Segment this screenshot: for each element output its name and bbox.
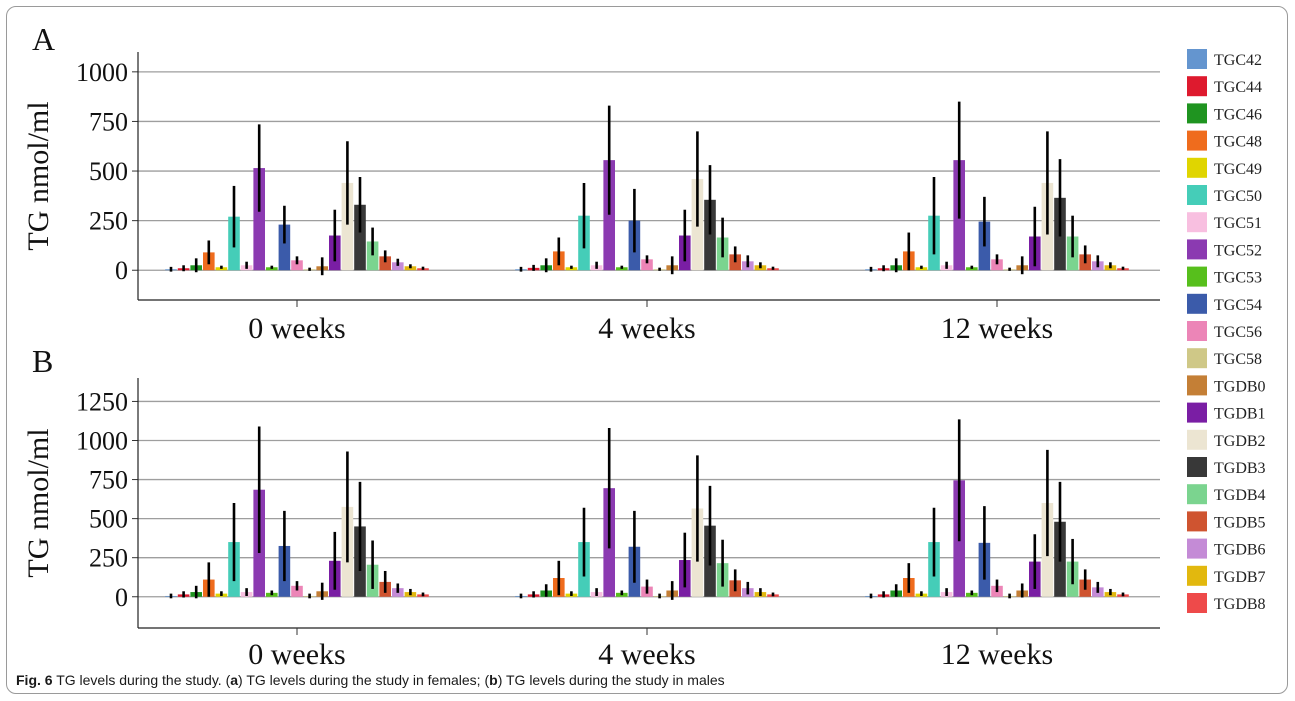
legend-swatch bbox=[1187, 457, 1207, 477]
legend-label: TGDB5 bbox=[1214, 514, 1266, 531]
x-tick-label: 0 weeks bbox=[248, 638, 345, 671]
legend-label: TGC49 bbox=[1214, 161, 1262, 178]
legend-label: TGC51 bbox=[1214, 215, 1262, 232]
legend-swatch bbox=[1187, 293, 1207, 314]
y-tick-label: 1000 bbox=[76, 427, 128, 456]
legend-label: TGC56 bbox=[1214, 324, 1262, 341]
y-tick-label: 1250 bbox=[76, 387, 128, 416]
y-tick-label: 250 bbox=[89, 207, 128, 236]
panel-b: 0 250 500 750 1000 1250 TG nmol/ml B 0 weeks 4 we… bbox=[22, 343, 1160, 671]
legend-label: TGC54 bbox=[1214, 297, 1262, 314]
legend-swatch bbox=[1187, 76, 1207, 97]
legend-label: TGDB2 bbox=[1214, 433, 1266, 450]
legend: TGC42 TGC44 TGC46 TGC48 TGC49 TGC50 TGC51 TGC52… bbox=[1187, 49, 1266, 613]
bar bbox=[253, 168, 265, 271]
x-tick-label: 12 weeks bbox=[941, 638, 1053, 671]
legend-swatch bbox=[1187, 49, 1207, 69]
legend-swatch bbox=[1187, 538, 1207, 559]
bar bbox=[641, 259, 653, 271]
legend-swatch bbox=[1187, 565, 1207, 586]
legend-label: TGDB4 bbox=[1214, 487, 1266, 504]
legend-swatch bbox=[1187, 103, 1207, 124]
legend-label: TGC58 bbox=[1214, 351, 1262, 368]
legend-swatch bbox=[1187, 511, 1207, 532]
legend-label: TGDB1 bbox=[1214, 406, 1266, 423]
bar bbox=[379, 256, 391, 271]
x-tick-label: 0 weeks bbox=[248, 312, 345, 345]
caption-text-3: ) TG levels during the study in males bbox=[497, 672, 725, 688]
bar bbox=[354, 204, 366, 271]
legend-label: TGC48 bbox=[1214, 134, 1262, 151]
figure-frame bbox=[6, 6, 1288, 694]
legend-swatch bbox=[1187, 266, 1207, 287]
legend-swatch bbox=[1187, 348, 1207, 369]
bar bbox=[278, 224, 291, 271]
y-axis-title: TG nmol/ml bbox=[22, 101, 55, 250]
panel-label: B bbox=[32, 343, 53, 379]
bar bbox=[392, 262, 404, 271]
legend-swatch bbox=[1187, 321, 1207, 341]
bar bbox=[366, 241, 379, 271]
bar bbox=[704, 199, 716, 271]
legend-swatch bbox=[1187, 157, 1207, 178]
y-tick-label: 750 bbox=[89, 466, 128, 495]
caption-text-1: TG levels during the study. ( bbox=[52, 672, 231, 688]
legend-swatch bbox=[1187, 212, 1207, 233]
legend-swatch bbox=[1187, 429, 1207, 450]
caption-panel-b: b bbox=[489, 672, 498, 688]
legend-label: TGC53 bbox=[1214, 270, 1262, 287]
panel-label: A bbox=[32, 21, 55, 57]
caption-panel-a: a bbox=[230, 672, 239, 688]
figure-caption: Fig. 6 TG levels during the study. (a) T… bbox=[16, 672, 725, 688]
legend-label: TGDB0 bbox=[1214, 378, 1266, 395]
legend-label: TGC46 bbox=[1214, 106, 1262, 123]
bar bbox=[291, 260, 303, 271]
y-tick-label: 250 bbox=[89, 544, 128, 573]
y-tick-label: 1000 bbox=[76, 58, 128, 87]
legend-label: TGC42 bbox=[1214, 52, 1262, 69]
legend-label: TGDB8 bbox=[1214, 596, 1266, 613]
legend-label: TGC52 bbox=[1214, 242, 1262, 259]
legend-swatch bbox=[1187, 402, 1207, 423]
y-tick-label: 0 bbox=[115, 256, 128, 285]
y-tick-label: 500 bbox=[89, 157, 128, 186]
legend-label: TGDB3 bbox=[1214, 460, 1266, 477]
y-axis-title: TG nmol/ml bbox=[22, 428, 55, 577]
bar bbox=[603, 160, 615, 271]
panel-a: 0 250 500 750 1000 TG nmol/ml A 0 weeks 4 weeks 1… bbox=[22, 21, 1160, 345]
legend-label: TGC44 bbox=[1214, 79, 1262, 96]
legend-swatch bbox=[1187, 239, 1207, 260]
caption-label: Fig. 6 bbox=[16, 672, 53, 688]
legend-swatch bbox=[1187, 484, 1207, 505]
legend-swatch bbox=[1187, 130, 1207, 151]
bar bbox=[991, 259, 1003, 271]
legend-swatch bbox=[1187, 185, 1207, 205]
legend-label: TGDB7 bbox=[1214, 569, 1266, 586]
legend-swatch bbox=[1187, 375, 1207, 396]
legend-label: TGC50 bbox=[1214, 188, 1262, 205]
x-tick-label: 4 weeks bbox=[598, 312, 695, 345]
bar bbox=[341, 182, 354, 271]
legend-label: TGDB6 bbox=[1214, 542, 1266, 559]
bar bbox=[291, 585, 303, 597]
caption-text-2: ) TG levels during the study in females;… bbox=[238, 672, 490, 688]
x-tick-label: 4 weeks bbox=[598, 638, 695, 671]
x-tick-label: 12 weeks bbox=[941, 312, 1053, 345]
y-tick-label: 500 bbox=[89, 505, 128, 534]
legend-swatch bbox=[1187, 593, 1207, 613]
y-tick-label: 0 bbox=[115, 583, 128, 612]
y-tick-label: 750 bbox=[89, 107, 128, 136]
